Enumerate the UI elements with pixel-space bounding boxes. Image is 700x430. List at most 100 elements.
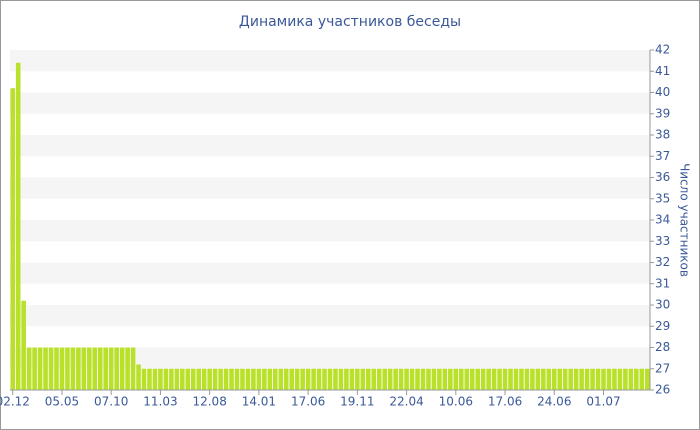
bar [464, 368, 470, 390]
x-tick-label: 19.11 [340, 395, 374, 409]
y-tick-label: 35 [655, 191, 670, 205]
y-tick-label: 30 [655, 298, 670, 312]
x-tick-label: 10.06 [439, 395, 473, 409]
y-tick-label: 40 [655, 85, 670, 99]
bar [475, 368, 480, 390]
bar [229, 368, 234, 390]
bar [245, 368, 251, 390]
bar [283, 368, 289, 390]
bar [81, 347, 87, 390]
bar [48, 347, 54, 390]
y-tick-label: 38 [655, 128, 670, 142]
grid-band [10, 135, 650, 157]
bar [387, 368, 393, 390]
bar [305, 368, 311, 390]
bar [251, 368, 256, 390]
bar [355, 368, 360, 390]
bar [502, 368, 508, 390]
bar [201, 368, 207, 390]
bar [546, 368, 552, 390]
bar [218, 368, 223, 390]
bar [32, 347, 37, 390]
y-tick-label: 39 [655, 106, 670, 120]
bar [557, 368, 563, 390]
bar [639, 368, 645, 390]
bar [311, 368, 316, 390]
bar [420, 368, 426, 390]
bar [437, 368, 442, 390]
y-tick-label: 34 [655, 213, 670, 227]
bar [568, 368, 573, 390]
x-tick-label: 02.12 [0, 395, 30, 409]
bar [453, 368, 459, 390]
bar [103, 347, 109, 390]
y-tick-label: 42 [655, 43, 670, 57]
y-tick-label: 26 [655, 383, 670, 397]
bar [431, 368, 437, 390]
bar [579, 368, 584, 390]
y-tick-label: 32 [655, 255, 670, 269]
bar [551, 368, 557, 390]
bar [426, 368, 431, 390]
bar [448, 368, 453, 390]
bar [262, 368, 267, 390]
bar [294, 368, 300, 390]
y-tick-label: 31 [655, 276, 670, 290]
bar [26, 347, 32, 390]
bar [458, 368, 464, 390]
bar [141, 368, 147, 390]
y-tick-label: 29 [655, 319, 670, 333]
bar [158, 368, 163, 390]
x-tick-label: 12.08 [192, 395, 226, 409]
bar [491, 368, 497, 390]
y-tick-label: 36 [655, 170, 670, 184]
bar [404, 368, 409, 390]
bar [256, 368, 262, 390]
bar [327, 368, 333, 390]
y-tick-label: 27 [655, 361, 670, 375]
bar [163, 368, 169, 390]
bar [196, 368, 202, 390]
bar [300, 368, 305, 390]
bar [338, 368, 344, 390]
bar [530, 368, 535, 390]
bar [147, 368, 152, 390]
bar [601, 368, 606, 390]
bar [398, 368, 404, 390]
bar [612, 368, 617, 390]
bar [240, 368, 245, 390]
bar [97, 347, 103, 390]
bar [469, 368, 475, 390]
bar [70, 347, 76, 390]
bar [349, 368, 355, 390]
bar [114, 347, 119, 390]
grid-band [10, 50, 650, 72]
bar [365, 368, 371, 390]
bar [606, 368, 612, 390]
y-tick-label: 41 [655, 64, 670, 78]
bar [92, 347, 98, 390]
bar [562, 368, 568, 390]
bar [322, 368, 327, 390]
bar [497, 368, 502, 390]
bar [207, 368, 212, 390]
grid-band [10, 347, 650, 369]
bar [65, 347, 70, 390]
y-tick-label: 28 [655, 340, 670, 354]
grid-band [10, 177, 650, 199]
bar [43, 347, 48, 390]
bar [584, 368, 590, 390]
bar [519, 368, 524, 390]
bar [119, 347, 125, 390]
bar [234, 368, 240, 390]
bar [376, 368, 382, 390]
bar [409, 368, 415, 390]
bar [508, 368, 513, 390]
bar [344, 368, 349, 390]
x-tick-label: 22.04 [389, 395, 423, 409]
bar [130, 347, 136, 390]
x-tick-label: 07.10 [94, 395, 128, 409]
bar [628, 368, 634, 390]
bar [278, 368, 284, 390]
bar [617, 368, 623, 390]
